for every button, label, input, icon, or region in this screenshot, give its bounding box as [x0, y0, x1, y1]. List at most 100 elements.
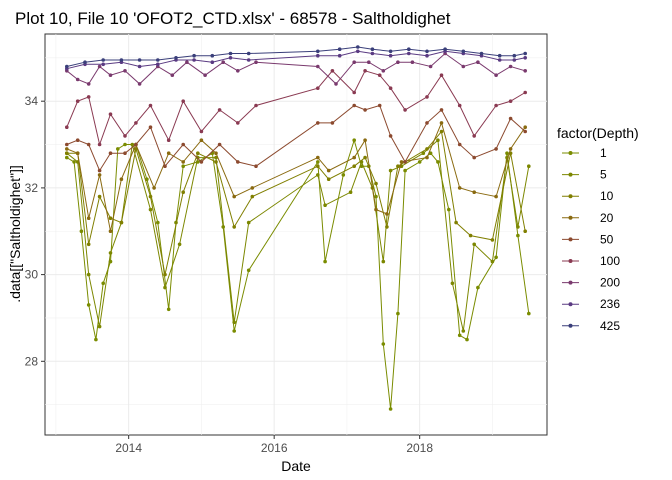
data-point [494, 103, 498, 108]
data-point [75, 138, 80, 142]
data-point [156, 58, 160, 62]
data-point [65, 147, 69, 151]
data-point [450, 281, 455, 286]
data-point [505, 151, 509, 155]
data-point [250, 186, 255, 190]
data-point [490, 259, 495, 264]
data-point [166, 138, 171, 142]
series-line-1 [66, 138, 530, 410]
data-point [65, 151, 69, 155]
data-point [75, 151, 80, 155]
data-point [425, 155, 429, 160]
data-point [83, 60, 87, 64]
data-point [381, 342, 386, 346]
data-point [472, 134, 477, 138]
legend-item-20: 20 [562, 211, 614, 225]
legend-label: 100 [600, 254, 620, 268]
data-point [254, 60, 258, 64]
data-point [341, 173, 346, 177]
data-point [323, 203, 327, 207]
chart-title: Plot 10, File 10 'OFOT2_CTD.xlsx' - 6857… [15, 9, 451, 28]
data-point [250, 194, 255, 199]
data-point [236, 69, 240, 73]
data-point [199, 138, 204, 142]
data-point [352, 138, 357, 142]
y-tick-label: 28 [25, 354, 39, 368]
data-point [370, 51, 375, 56]
legend-key-point [568, 259, 573, 263]
data-point [181, 190, 185, 194]
data-point [101, 62, 105, 67]
legend-key-point [568, 302, 573, 307]
data-point [367, 60, 371, 64]
data-point [254, 103, 258, 108]
data-point [494, 255, 498, 260]
data-point [527, 164, 531, 168]
data-point [497, 53, 502, 58]
data-point [97, 142, 102, 147]
series-50 [65, 103, 527, 173]
data-point [352, 103, 357, 108]
data-point [97, 168, 102, 173]
legend: 1 5 10 20 50 100 200 236 425 [562, 146, 620, 333]
legend-key-point [568, 215, 573, 220]
data-point [94, 337, 98, 342]
legend-item-100: 100 [562, 254, 620, 268]
data-point [65, 142, 69, 147]
data-point [181, 99, 185, 103]
data-point [370, 47, 375, 51]
data-point [523, 90, 527, 95]
data-point [210, 60, 215, 64]
data-point [512, 53, 517, 58]
data-point [457, 103, 462, 108]
series-layer [65, 45, 531, 411]
data-point [385, 212, 389, 216]
legend-item-425: 425 [562, 319, 620, 333]
data-point [461, 64, 466, 69]
data-point [523, 51, 527, 56]
data-point [108, 251, 113, 255]
data-point [192, 53, 196, 58]
data-point [316, 53, 320, 58]
data-point [523, 229, 527, 233]
data-point [516, 233, 520, 238]
legend-item-50: 50 [562, 232, 614, 246]
data-point [101, 58, 105, 62]
data-point [156, 62, 160, 67]
data-point [494, 194, 498, 199]
data-point [214, 151, 218, 155]
data-point [214, 155, 218, 160]
data-point [381, 259, 386, 264]
data-point [374, 207, 378, 212]
data-point [148, 194, 153, 199]
y-tick-label: 34 [25, 94, 39, 108]
data-point [425, 49, 429, 54]
data-point [163, 285, 167, 290]
data-point [421, 151, 426, 155]
series-line-236 [66, 50, 526, 70]
data-point [221, 60, 225, 64]
data-point [381, 69, 386, 73]
data-point [134, 121, 138, 125]
series-100 [65, 69, 527, 147]
data-point [388, 407, 393, 411]
data-point [352, 155, 357, 160]
data-point [472, 190, 477, 194]
data-point [108, 229, 113, 233]
data-point [323, 259, 327, 264]
data-point [425, 121, 429, 125]
data-point [352, 164, 357, 168]
data-point [396, 60, 400, 64]
data-point [348, 190, 353, 194]
data-point [148, 207, 153, 212]
data-point [425, 53, 429, 58]
data-point [363, 69, 367, 73]
data-point [330, 69, 335, 73]
data-point [254, 164, 258, 168]
data-point [232, 329, 236, 333]
x-axis-title: Date [281, 458, 311, 474]
data-point [137, 64, 142, 69]
data-point [396, 311, 400, 316]
data-point [461, 329, 466, 333]
data-point [403, 160, 407, 164]
